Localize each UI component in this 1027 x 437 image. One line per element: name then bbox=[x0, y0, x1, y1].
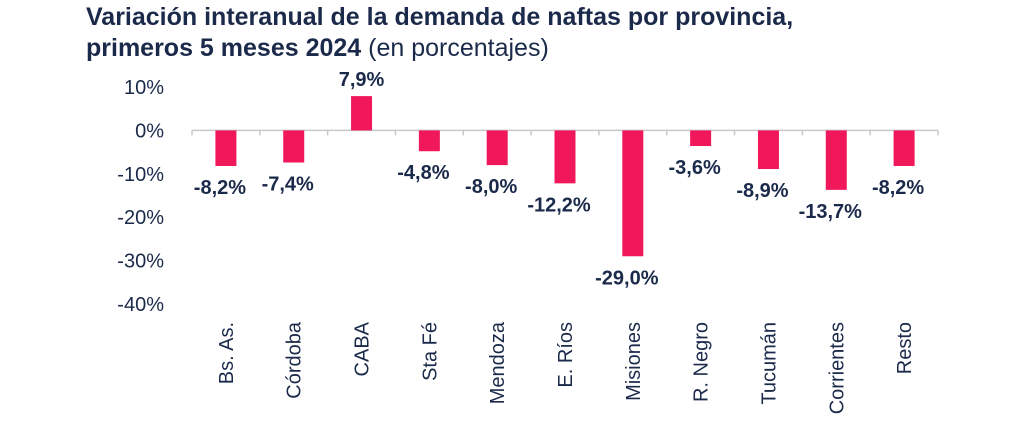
title-line-2: primeros 5 meses 2024 bbox=[86, 34, 362, 62]
bar bbox=[893, 130, 915, 166]
data-label: -29,0% bbox=[595, 267, 659, 289]
data-label: -12,2% bbox=[527, 194, 591, 216]
bar bbox=[486, 130, 508, 166]
category-label: Bs. As. bbox=[216, 322, 238, 384]
category-label: Tucumán bbox=[758, 322, 780, 405]
y-tick-label: -40% bbox=[117, 294, 164, 316]
category-label: Resto bbox=[894, 322, 916, 374]
chart-card bbox=[62, 0, 964, 437]
data-label: -8,2% bbox=[194, 177, 246, 199]
category-label: E. Ríos bbox=[555, 322, 577, 388]
bar bbox=[622, 130, 644, 257]
category-label: Sta Fé bbox=[419, 322, 441, 381]
title-line-1: Variación interanual de la demanda de na… bbox=[86, 3, 794, 31]
y-tick-label: 10% bbox=[124, 77, 164, 99]
category-label: CABA bbox=[352, 321, 374, 376]
bar bbox=[283, 130, 305, 163]
category-label: Misiones bbox=[623, 322, 645, 401]
data-label: -3,6% bbox=[669, 157, 721, 179]
data-label: 7,9% bbox=[339, 69, 385, 91]
bar bbox=[554, 130, 576, 184]
bar bbox=[690, 130, 712, 147]
data-label: -8,0% bbox=[465, 176, 517, 198]
bar bbox=[418, 130, 440, 152]
bar bbox=[757, 130, 779, 170]
category-label: R. Negro bbox=[691, 322, 713, 402]
y-tick-label: -20% bbox=[117, 207, 164, 229]
title-unit: (en porcentajes) bbox=[361, 34, 549, 62]
bar bbox=[215, 130, 237, 166]
y-tick-label: -10% bbox=[117, 164, 164, 186]
data-label: -4,8% bbox=[397, 162, 449, 184]
category-label: Corrientes bbox=[826, 322, 848, 414]
bar bbox=[351, 96, 373, 131]
data-label: -8,2% bbox=[872, 177, 924, 199]
data-label: -13,7% bbox=[799, 201, 863, 223]
category-label: Córdoba bbox=[284, 321, 306, 399]
bar bbox=[825, 130, 847, 190]
data-label: -7,4% bbox=[262, 174, 314, 196]
category-label: Mendoza bbox=[487, 321, 509, 404]
chart-title: Variación interanual de la demanda de na… bbox=[86, 2, 966, 64]
data-label: -8,9% bbox=[736, 180, 788, 202]
y-tick-label: 0% bbox=[135, 120, 164, 142]
y-tick-label: -30% bbox=[117, 251, 164, 273]
